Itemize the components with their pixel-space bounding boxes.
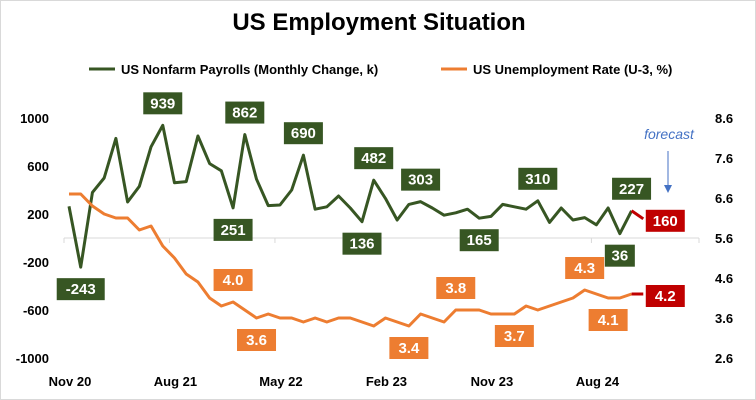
data-label: 3.4 xyxy=(398,340,420,357)
data-label-box xyxy=(645,285,685,307)
x-tick-label: Nov 20 xyxy=(49,374,92,389)
data-label-box xyxy=(459,229,499,252)
data-label-box xyxy=(612,177,652,200)
x-tick-label: Aug 21 xyxy=(154,374,197,389)
right-axis-tick-label: 2.6 xyxy=(715,351,733,366)
series-line xyxy=(69,192,633,328)
forecast-annotation: forecast xyxy=(644,126,695,142)
left-axis-tick-label: 600 xyxy=(27,159,49,174)
left-axis-tick-label: -1000 xyxy=(16,351,49,366)
left-axis-tick-label: 1000 xyxy=(20,111,49,126)
right-axis-tick-label: 5.6 xyxy=(715,231,733,246)
x-tick-label: May 22 xyxy=(259,374,302,389)
data-label: 862 xyxy=(232,105,257,122)
data-label: 4.3 xyxy=(574,260,595,277)
data-label: -243 xyxy=(66,281,96,298)
forecast-arrow-head xyxy=(664,185,672,193)
data-label-box xyxy=(389,337,429,359)
data-label-box xyxy=(342,232,382,255)
x-tick-label: Feb 23 xyxy=(366,374,407,389)
data-label: 4.2 xyxy=(655,288,676,305)
data-label-box xyxy=(565,257,605,279)
data-label: 690 xyxy=(291,125,316,142)
data-label-box xyxy=(283,122,323,145)
data-label-box xyxy=(604,244,635,267)
left-axis-tick-label: -200 xyxy=(23,255,49,270)
left-axis-tick-label: -600 xyxy=(23,303,49,318)
data-label: 939 xyxy=(150,95,175,112)
data-label: 3.7 xyxy=(504,328,525,345)
data-label-box xyxy=(436,277,476,299)
data-label-box xyxy=(225,101,265,124)
data-label-box xyxy=(518,167,558,190)
right-axis-tick-label: 6.6 xyxy=(715,191,733,206)
data-label-box xyxy=(645,209,685,232)
data-label-box xyxy=(213,218,253,241)
right-axis-tick-label: 4.6 xyxy=(715,271,733,286)
left-axis-tick-label: 200 xyxy=(27,207,49,222)
chart-title: US Employment Situation xyxy=(232,9,526,36)
data-label-box xyxy=(588,309,628,331)
data-label: 4.0 xyxy=(223,272,244,289)
right-axis-tick-label: 3.6 xyxy=(715,311,733,326)
data-label: 136 xyxy=(349,236,374,253)
data-label-box xyxy=(354,147,394,170)
data-label-box xyxy=(143,92,183,115)
data-label-box xyxy=(237,329,277,351)
data-label: 482 xyxy=(361,150,386,167)
legend-label: US Unemployment Rate (U-3, %) xyxy=(473,62,672,77)
data-label-box xyxy=(494,325,534,347)
right-axis-tick-label: 7.6 xyxy=(715,151,733,166)
forecast-segment xyxy=(630,209,645,221)
data-label: 165 xyxy=(467,232,492,249)
x-tick-label: Aug 24 xyxy=(576,374,620,389)
data-label-box xyxy=(401,168,441,191)
data-label: 36 xyxy=(611,248,628,265)
data-label-box xyxy=(56,278,105,301)
data-label: 227 xyxy=(619,181,644,198)
data-label: 4.1 xyxy=(598,312,619,329)
x-tick-label: Nov 23 xyxy=(471,374,514,389)
data-label: 310 xyxy=(525,171,550,188)
data-label-box xyxy=(213,269,253,291)
data-label: 251 xyxy=(221,222,246,239)
data-label: 303 xyxy=(408,172,433,189)
right-axis-tick-label: 8.6 xyxy=(715,111,733,126)
legend-label: US Nonfarm Payrolls (Monthly Change, k) xyxy=(121,62,378,77)
data-label: 3.8 xyxy=(445,280,466,297)
data-label: 160 xyxy=(653,213,678,230)
data-label: 3.6 xyxy=(246,332,267,349)
